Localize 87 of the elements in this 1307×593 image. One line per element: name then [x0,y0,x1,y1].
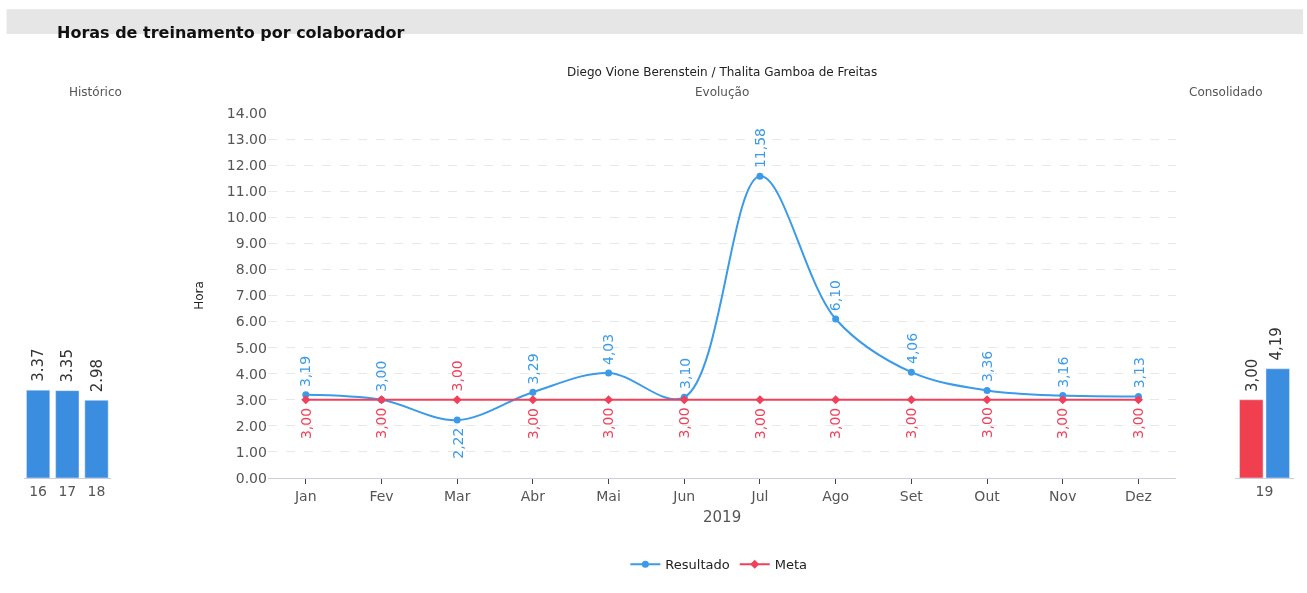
x-tick-label: Abr [520,487,546,504]
data-label: 3,00 [1243,358,1262,393]
data-label: 3,00 [1130,407,1147,439]
point [528,395,538,405]
legend-label: Resultado [665,557,730,573]
point [906,395,916,405]
point [982,395,992,405]
chart-title: Diego Vione Berenstein / Thalita Gamboa de Freitas [567,65,878,79]
y-tick-label: 5.00 [235,339,267,356]
point [756,172,764,180]
point [983,386,991,394]
data-label: 4,03 [600,333,617,366]
x-tick-label: Mai [596,487,621,504]
y-axis-title: Hora [192,281,207,310]
data-label: 3,00 [297,407,314,440]
point [679,395,689,405]
point [832,315,840,323]
y-tick-label: 12.00 [226,157,267,174]
y-tick-label: 14.00 [226,104,267,121]
data-label: 3,00 [373,360,390,392]
chart-title: Consolidado [1189,85,1263,99]
data-label: 3,00 [675,407,692,439]
x-tick-label: 19 [1255,482,1274,499]
data-label: 3,29 [525,353,542,385]
y-tick-label: 6.00 [235,313,267,330]
point [605,369,613,377]
data-label: 3.37 [29,348,48,382]
data-label: 6,10 [827,279,844,312]
data-label: 3,00 [903,407,920,439]
x-tick-label: Mar [443,487,471,504]
chart-title: Histórico [69,85,122,99]
data-label: 3,10 [676,357,693,389]
x-tick-label: Ago [822,487,850,504]
x-axis-title: 2019 [703,507,742,526]
data-label: 3.35 [58,349,77,383]
data-label: 3,00 [751,408,768,440]
y-tick-label: 7.00 [235,287,267,304]
data-label: 2.98 [87,358,106,393]
text: Horas de treinamento por colaborador [57,23,405,42]
x-tick-label: Nov [1049,487,1077,504]
y-tick-label: 2.00 [235,417,267,434]
chart-subtitle: Evolução [695,85,750,99]
point [529,388,537,396]
data-label: 3,19 [297,355,314,388]
data-label: 3,00 [1054,407,1071,440]
x-tick-label: Jan [293,487,317,504]
data-label: 3,00 [978,407,995,439]
data-label: 3,00 [524,407,541,440]
data-label: 3,00 [373,407,390,439]
legend-label: Meta [774,557,808,573]
point [604,395,614,405]
point [301,395,311,405]
y-tick-label: 4.00 [235,365,267,382]
x-tick-label: Jul [750,487,769,504]
y-tick-label: 11.00 [226,183,267,200]
x-tick-label: Set [899,487,924,504]
point [452,395,462,405]
data-label: 3,00 [448,360,465,392]
x-tick-label: Jun [672,487,696,504]
y-tick-label: 0.00 [235,469,267,486]
point [453,416,461,424]
point [1133,395,1144,405]
data-label: 3,36 [979,350,996,382]
x-tick-label: 18 [87,482,106,499]
data-label: 2,22 [449,427,466,459]
point [755,395,765,405]
point [831,395,841,405]
x-tick-label: Fev [369,487,394,504]
y-tick-label: 9.00 [235,235,267,252]
data-label: 3,00 [600,407,617,439]
data-label: 3,00 [827,407,844,439]
y-tick-label: 8.00 [235,261,267,278]
y-tick-label: 1.00 [235,443,267,460]
data-label: 4,19 [1267,327,1286,361]
data-label: 4,06 [903,332,920,365]
data-label: 3,13 [1130,357,1147,389]
x-tick-label: Out [974,487,1001,504]
data-label: 3,16 [1054,356,1071,388]
y-tick-label: 10.00 [226,209,267,226]
data-label: 11,58 [751,128,768,169]
x-tick-label: 17 [58,482,77,499]
x-tick-label: Dez [1125,487,1152,504]
point [907,368,915,376]
point [1058,395,1068,405]
x-tick-label: 16 [29,482,48,499]
y-tick-label: 13.00 [226,131,267,148]
y-tick-label: 3.00 [235,391,267,408]
